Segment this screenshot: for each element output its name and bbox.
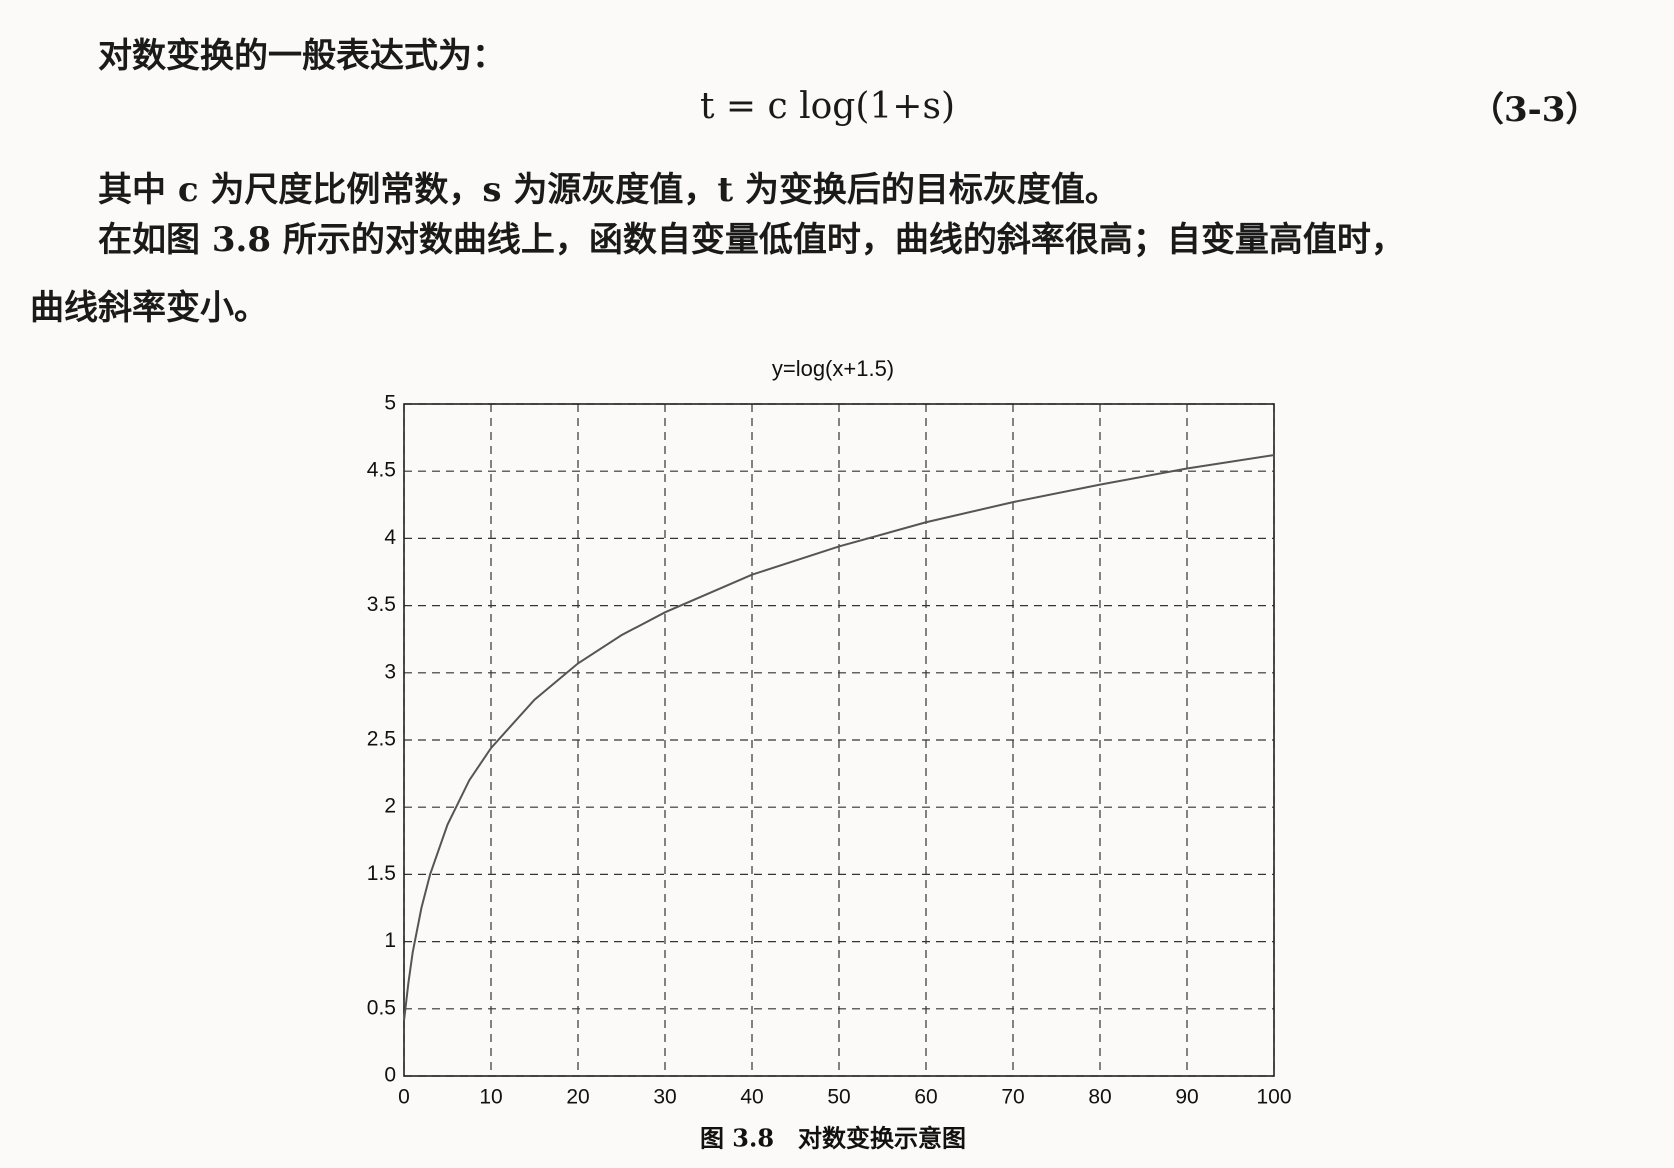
x-tick-label: 60 bbox=[914, 1086, 937, 1109]
y-tick-label: 3 bbox=[384, 660, 396, 683]
x-tick-label: 70 bbox=[1001, 1086, 1024, 1109]
curve bbox=[403, 454, 1275, 1022]
x-tick-label: 30 bbox=[653, 1086, 676, 1109]
y-tick-label: 0.5 bbox=[367, 996, 396, 1019]
equation: t = c log(1+s) bbox=[700, 86, 955, 127]
paragraph-line: 在如图 3.8 所示的对数曲线上，函数自变量低值时，曲线的斜率很高；自变量高值时… bbox=[98, 220, 1405, 260]
x-tick-label: 0 bbox=[398, 1086, 410, 1109]
plot-frame bbox=[403, 403, 1275, 1077]
y-tick-label: 2 bbox=[384, 795, 396, 818]
figure-caption: 图 3.8 对数变换示意图 bbox=[700, 1124, 966, 1153]
x-tick-label: 80 bbox=[1088, 1086, 1111, 1109]
x-tick-label: 50 bbox=[827, 1086, 850, 1109]
paragraph-line: 对数变换的一般表达式为： bbox=[98, 36, 506, 76]
equation-number: （3-3） bbox=[1470, 90, 1600, 130]
paragraph-line: 曲线斜率变小。 bbox=[30, 288, 268, 328]
y-tick-label: 2.5 bbox=[367, 728, 396, 751]
y-tick-label: 0 bbox=[384, 1064, 396, 1087]
y-tick-label: 1.5 bbox=[367, 862, 396, 885]
x-tick-label: 40 bbox=[740, 1086, 763, 1109]
y-tick-label: 4.5 bbox=[367, 459, 396, 482]
x-tick-label: 90 bbox=[1175, 1086, 1198, 1109]
x-tick-label: 100 bbox=[1256, 1086, 1291, 1109]
y-tick-label: 3.5 bbox=[367, 593, 396, 616]
y-tick-label: 1 bbox=[384, 929, 396, 952]
chart-title: y=log(x+1.5) bbox=[772, 356, 894, 381]
x-tick-label: 10 bbox=[479, 1086, 502, 1109]
y-tick-label: 5 bbox=[384, 392, 396, 415]
x-tick-label: 20 bbox=[566, 1086, 589, 1109]
paragraph-line: 其中 c 为尺度比例常数，s 为源灰度值，t 为变换后的目标灰度值。 bbox=[98, 170, 1119, 210]
y-tick-label: 4 bbox=[384, 526, 396, 549]
